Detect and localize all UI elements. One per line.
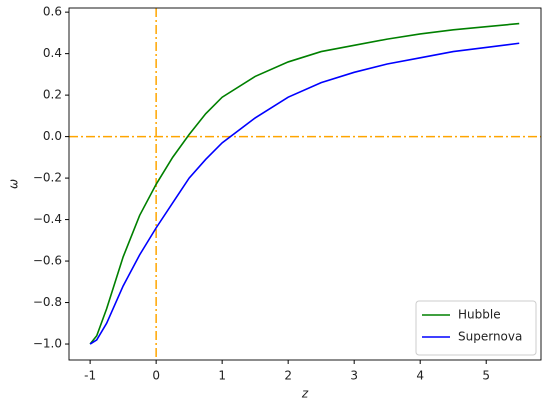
y-tick-label: −0.6 xyxy=(33,254,62,268)
x-tick-label: 2 xyxy=(284,369,292,383)
plot-frame xyxy=(68,7,542,361)
x-tick-label: 4 xyxy=(416,369,424,383)
y-tick-label: 0.4 xyxy=(43,46,62,60)
legend-label: Hubble xyxy=(458,308,501,322)
y-tick-label: 0.0 xyxy=(43,129,62,143)
x-tick-label: 0 xyxy=(152,369,160,383)
x-tick-label: 1 xyxy=(218,369,226,383)
legend-label: Supernova xyxy=(458,330,522,344)
y-tick-label: −0.2 xyxy=(33,171,62,185)
y-tick-label: −0.8 xyxy=(33,295,62,309)
series-line xyxy=(89,42,520,345)
series-line xyxy=(89,22,520,345)
x-axis-label: z xyxy=(301,387,309,401)
y-axis-label: ω xyxy=(7,179,21,189)
y-tick-label: 0.2 xyxy=(43,88,62,102)
y-tick-label: −1.0 xyxy=(33,337,62,351)
y-tick-label: 0.6 xyxy=(43,5,62,19)
x-tick-label: 3 xyxy=(350,369,358,383)
y-tick-label: −0.4 xyxy=(33,212,62,226)
x-tick-label: 5 xyxy=(482,369,490,383)
x-tick-label: -1 xyxy=(84,369,96,383)
